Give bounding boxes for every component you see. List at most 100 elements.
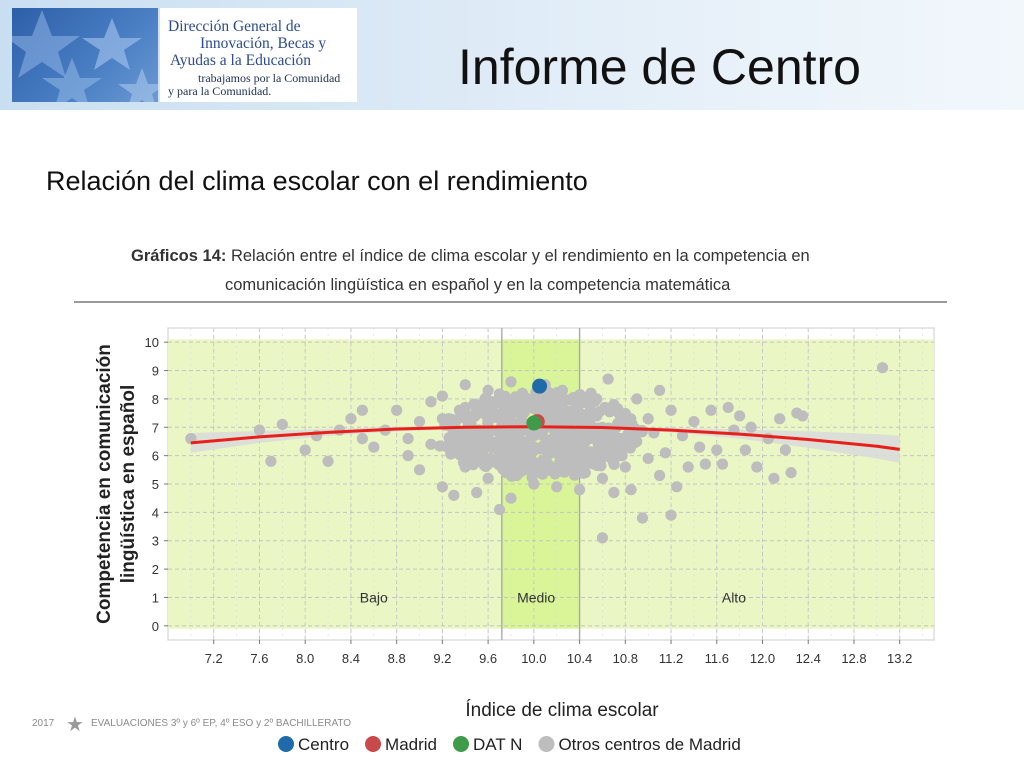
x-tick-label: 10.8	[613, 651, 638, 666]
region-label: Bajo	[360, 589, 388, 605]
legend-marker	[538, 736, 555, 752]
point-other-center	[551, 386, 563, 399]
point-other-center	[436, 481, 448, 493]
point-other-center	[543, 459, 556, 472]
x-tick-label: 11.2	[659, 651, 683, 666]
legend-label: Madrid	[385, 735, 437, 754]
point-other-center	[768, 472, 780, 484]
logo-line: Ayudas a la Educación	[170, 52, 312, 69]
point-other-center	[529, 403, 541, 415]
point-other-center	[555, 450, 567, 462]
point-other-center	[460, 441, 472, 453]
point-other-center	[253, 424, 266, 436]
logo-stars-image	[12, 8, 158, 102]
point-other-center	[659, 447, 671, 459]
header-banner: Dirección General de Innovación, Becas y…	[0, 0, 1024, 110]
slide-subtitle: Relación del clima escolar con el rendim…	[46, 166, 588, 196]
logo-line: Dirección General de	[168, 18, 301, 35]
point-other-center	[391, 404, 403, 416]
point-other-center	[578, 459, 591, 471]
y-tick-label: 1	[152, 590, 159, 605]
point-other-center	[487, 456, 499, 468]
point-other-center	[443, 432, 455, 444]
point-other-center	[299, 444, 311, 456]
y-tick-label: 10	[145, 335, 159, 350]
legend-marker	[453, 736, 469, 752]
point-other-center	[544, 414, 556, 426]
y-tick-label: 0	[152, 619, 159, 634]
point-other-center	[582, 390, 595, 403]
logo-line: trabajamos por la Comunidad	[198, 71, 341, 85]
point-other-center	[654, 384, 666, 396]
footer-text: EVALUACIONES 3º y 6º EP, 4º ESO y 2º BAC…	[91, 718, 352, 729]
point-other-center	[478, 459, 490, 471]
point-other-center	[537, 468, 549, 480]
point-other-center	[538, 439, 551, 451]
other-centers-points	[185, 362, 889, 544]
chart-title-line-2: comunicación lingüística en español y en…	[225, 276, 731, 294]
x-tick-label: 8.4	[342, 651, 360, 666]
trend-line	[190, 425, 900, 451]
chart-title-rule	[74, 301, 947, 303]
point-other-center	[779, 444, 791, 456]
point-other-center	[774, 413, 786, 425]
point-other-center	[676, 430, 689, 442]
point-other-center	[608, 458, 620, 471]
point-other-center	[524, 451, 536, 463]
point-other-center	[785, 467, 797, 479]
y-tick-label: 8	[152, 392, 159, 407]
x-tick-label: 8.8	[388, 651, 406, 666]
point-other-center	[436, 390, 448, 402]
logo-line: Innovación, Becas y	[200, 35, 327, 52]
point-other-center	[345, 413, 357, 425]
y-tick-label: 7	[152, 420, 159, 435]
point-other-center	[511, 463, 523, 476]
point-other-center	[505, 376, 517, 388]
point-other-center	[585, 431, 597, 443]
star-icon: ★	[66, 714, 84, 736]
point-other-center	[734, 410, 746, 422]
point-other-center	[796, 410, 809, 422]
point-other-center	[265, 455, 277, 467]
chart-title-label: Gráficos 14:	[131, 247, 227, 265]
point-other-center	[563, 416, 576, 429]
point-other-center	[566, 430, 579, 442]
point-other-center	[276, 418, 288, 431]
point-other-center	[502, 405, 514, 417]
point-other-center	[665, 404, 677, 416]
point-other-center	[482, 416, 494, 429]
x-tick-label: 12.0	[750, 651, 775, 666]
point-other-center	[518, 390, 530, 402]
x-tick-label: 10.4	[567, 651, 592, 666]
point-other-center	[642, 452, 654, 465]
legend-label: DAT N	[473, 735, 522, 754]
legend-label: Centro	[298, 735, 349, 754]
point-other-center	[876, 362, 889, 374]
point-other-center	[642, 413, 654, 425]
point-other-center	[554, 411, 566, 423]
y-axis-label-line-2: lingüística en español	[118, 385, 139, 584]
x-tick-label: 7.2	[205, 651, 223, 666]
point-other-center	[604, 406, 616, 418]
point-other-center	[596, 472, 609, 484]
x-tick-label: 12.8	[841, 651, 866, 666]
point-other-center	[356, 404, 368, 416]
point-other-center	[489, 396, 501, 408]
point-other-center	[711, 444, 723, 456]
point-other-center	[608, 486, 620, 499]
point-other-center	[556, 465, 568, 477]
point-other-center	[597, 428, 609, 440]
point-other-center	[505, 492, 517, 504]
footer-year: 2017	[32, 718, 55, 729]
point-other-center	[459, 428, 471, 440]
y-tick-label: 3	[152, 534, 159, 549]
y-axis-label-line-1: Competencia en comunicación	[94, 344, 115, 624]
point-other-center	[402, 450, 414, 462]
point-other-center	[434, 440, 446, 452]
logo-text-block: Dirección General de Innovación, Becas y…	[160, 8, 357, 102]
x-tick-label: 9.6	[479, 651, 497, 666]
y-tick-label: 2	[152, 562, 159, 577]
chart-title-text: Relación entre el índice de clima escola…	[230, 247, 810, 265]
point-other-center	[699, 458, 711, 470]
